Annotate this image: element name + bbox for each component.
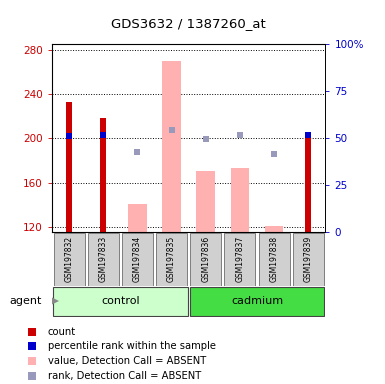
Text: agent: agent: [10, 296, 42, 306]
Text: GSM197834: GSM197834: [133, 235, 142, 282]
Bar: [190, 287, 324, 316]
Text: count: count: [48, 327, 76, 337]
Text: GSM197835: GSM197835: [167, 235, 176, 282]
Bar: [128, 204, 147, 232]
Bar: [54, 233, 85, 286]
Text: value, Detection Call = ABSENT: value, Detection Call = ABSENT: [48, 356, 206, 366]
Bar: [122, 233, 153, 286]
Bar: [66, 102, 72, 232]
Bar: [224, 233, 256, 286]
Bar: [264, 226, 283, 232]
Text: GSM197839: GSM197839: [304, 235, 313, 282]
Bar: [293, 233, 324, 286]
Text: percentile rank within the sample: percentile rank within the sample: [48, 341, 216, 351]
Text: control: control: [101, 296, 140, 306]
Bar: [100, 118, 106, 232]
Bar: [156, 233, 187, 286]
Bar: [258, 233, 290, 286]
Bar: [231, 168, 249, 232]
Text: cadmium: cadmium: [231, 296, 283, 306]
Bar: [162, 61, 181, 232]
Bar: [196, 171, 215, 232]
Text: GSM197833: GSM197833: [99, 235, 108, 282]
Bar: [53, 287, 187, 316]
Text: GSM197836: GSM197836: [201, 235, 210, 282]
Bar: [190, 233, 221, 286]
Text: GSM197832: GSM197832: [65, 235, 74, 282]
Bar: [305, 136, 311, 232]
Text: rank, Detection Call = ABSENT: rank, Detection Call = ABSENT: [48, 371, 201, 381]
Text: GSM197838: GSM197838: [270, 235, 279, 282]
Bar: [88, 233, 119, 286]
Text: GSM197837: GSM197837: [235, 235, 244, 282]
Text: GDS3632 / 1387260_at: GDS3632 / 1387260_at: [111, 17, 266, 30]
